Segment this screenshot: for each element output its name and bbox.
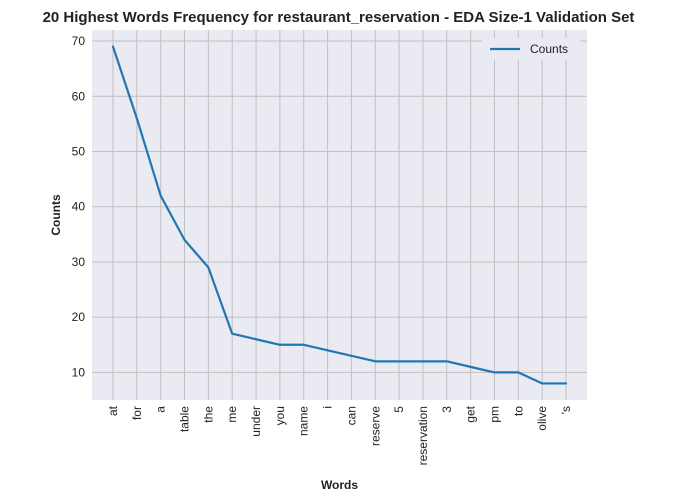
x-tick-label: pm xyxy=(487,406,501,423)
y-tick-label: 30 xyxy=(72,255,86,269)
x-tick-label: reserve xyxy=(368,406,382,446)
x-tick-label: 's xyxy=(559,406,573,414)
y-axis-ticks: 10 20 30 40 50 60 70 xyxy=(72,34,86,379)
x-tick-label: at xyxy=(106,405,120,416)
y-axis-label: Counts xyxy=(49,194,63,236)
x-tick-label: olive xyxy=(535,406,549,431)
y-tick-label: 10 xyxy=(72,365,86,379)
y-tick-label: 60 xyxy=(72,89,86,103)
x-tick-label: you xyxy=(273,406,287,425)
x-tick-label: under xyxy=(249,406,263,437)
chart-title: 20 Highest Words Frequency for restauran… xyxy=(43,9,635,26)
x-tick-label: 5 xyxy=(392,406,406,413)
x-tick-label: can xyxy=(344,406,358,425)
legend-label-counts: Counts xyxy=(530,42,568,56)
x-tick-label: 3 xyxy=(440,406,454,413)
y-tick-label: 40 xyxy=(72,200,86,214)
x-tick-label: table xyxy=(178,406,192,432)
x-tick-label: to xyxy=(511,406,525,416)
x-tick-label: a xyxy=(154,406,168,413)
series-line-counts xyxy=(111,45,568,385)
x-tick-label: get xyxy=(464,405,478,422)
x-tick-label: me xyxy=(225,406,239,423)
legend-box xyxy=(482,38,580,60)
y-tick-label: 50 xyxy=(72,144,86,158)
x-tick-label: the xyxy=(201,406,215,423)
x-tick-label: i xyxy=(321,406,335,409)
x-axis-label: Words xyxy=(321,478,358,492)
x-tick-label: reservation xyxy=(416,406,430,465)
legend: Counts xyxy=(482,38,580,60)
x-tick-label: for xyxy=(130,406,144,420)
plot-area xyxy=(92,30,587,400)
y-tick-label: 70 xyxy=(72,34,86,48)
x-axis-ticks: at for a table the me under you name i can reserve 5… xyxy=(106,405,573,465)
y-tick-label: 20 xyxy=(72,310,86,324)
x-tick-label: name xyxy=(297,406,311,436)
